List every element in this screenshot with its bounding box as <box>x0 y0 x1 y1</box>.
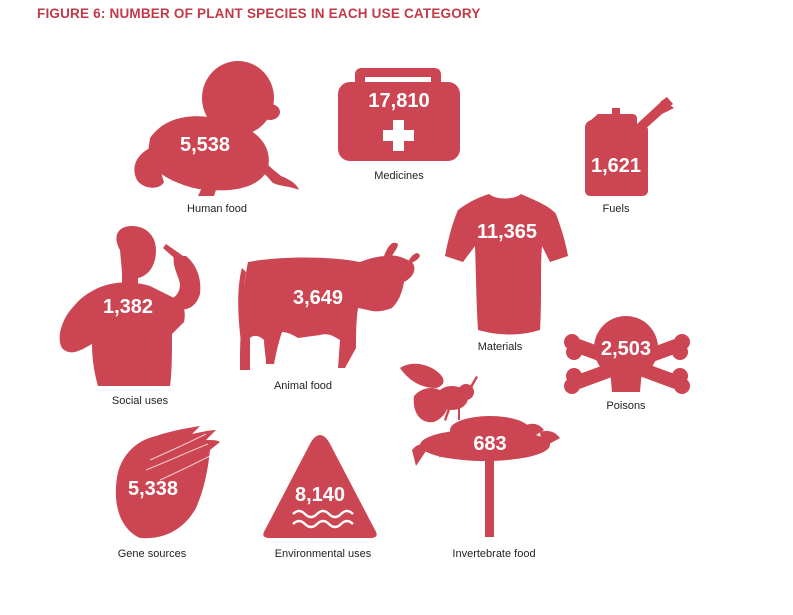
skull-crossbones-icon <box>564 316 690 394</box>
value-label: 3,649 <box>293 287 343 309</box>
seed-stripe-icon <box>145 433 211 481</box>
chart-item-environmental-uses: 8,140 Environmental uses <box>263 435 377 560</box>
category-label: Invertebrate food <box>452 548 535 560</box>
seed-icon <box>115 426 220 539</box>
crawling-baby-icon <box>134 61 299 196</box>
chart-item-medicines: 17,810 Medicines <box>338 68 460 182</box>
category-label: Environmental uses <box>275 548 372 560</box>
value-label: 5,338 <box>128 478 178 500</box>
value-label: 1,382 <box>103 296 153 318</box>
category-label: Animal food <box>274 380 332 392</box>
page-title: FIGURE 6: NUMBER OF PLANT SPECIES IN EAC… <box>37 6 481 21</box>
category-label: Human food <box>187 203 247 215</box>
category-label: Medicines <box>374 170 424 182</box>
value-label: 8,140 <box>295 484 345 506</box>
value-label: 17,810 <box>368 90 429 112</box>
chart-item-poisons: 2,503 Poisons <box>564 316 690 412</box>
value-label: 683 <box>473 433 506 455</box>
category-label: Social uses <box>112 395 169 407</box>
chart-item-human-food: 5,538 Human food <box>134 61 299 215</box>
bee-flower-icon <box>400 363 560 537</box>
value-label: 2,503 <box>601 338 651 360</box>
category-label: Poisons <box>606 400 646 412</box>
medical-cross-icon <box>383 120 414 151</box>
value-label: 11,365 <box>477 221 537 243</box>
category-label: Fuels <box>603 203 630 215</box>
chart-item-materials: 11,365 Materials <box>445 194 568 353</box>
cow-icon <box>238 242 420 370</box>
value-label: 5,538 <box>180 134 230 156</box>
jerry-can-icon <box>585 97 674 196</box>
chart-item-invertebrate-food: 683 Invertebrate food <box>400 363 560 560</box>
chart-item-animal-food: 3,649 Animal food <box>238 242 420 392</box>
value-label: 1,621 <box>591 155 641 177</box>
chart-item-gene-sources: 5,338 Gene sources <box>115 426 220 560</box>
category-label: Gene sources <box>118 548 187 560</box>
water-waves-icon <box>292 509 354 529</box>
chart-item-fuels: 1,621 Fuels <box>585 97 674 215</box>
chart-item-social-uses: 1,382 Social uses <box>59 226 201 407</box>
smoking-man-icon <box>59 226 201 386</box>
t-shirt-icon <box>445 194 568 335</box>
category-label: Materials <box>478 341 523 353</box>
